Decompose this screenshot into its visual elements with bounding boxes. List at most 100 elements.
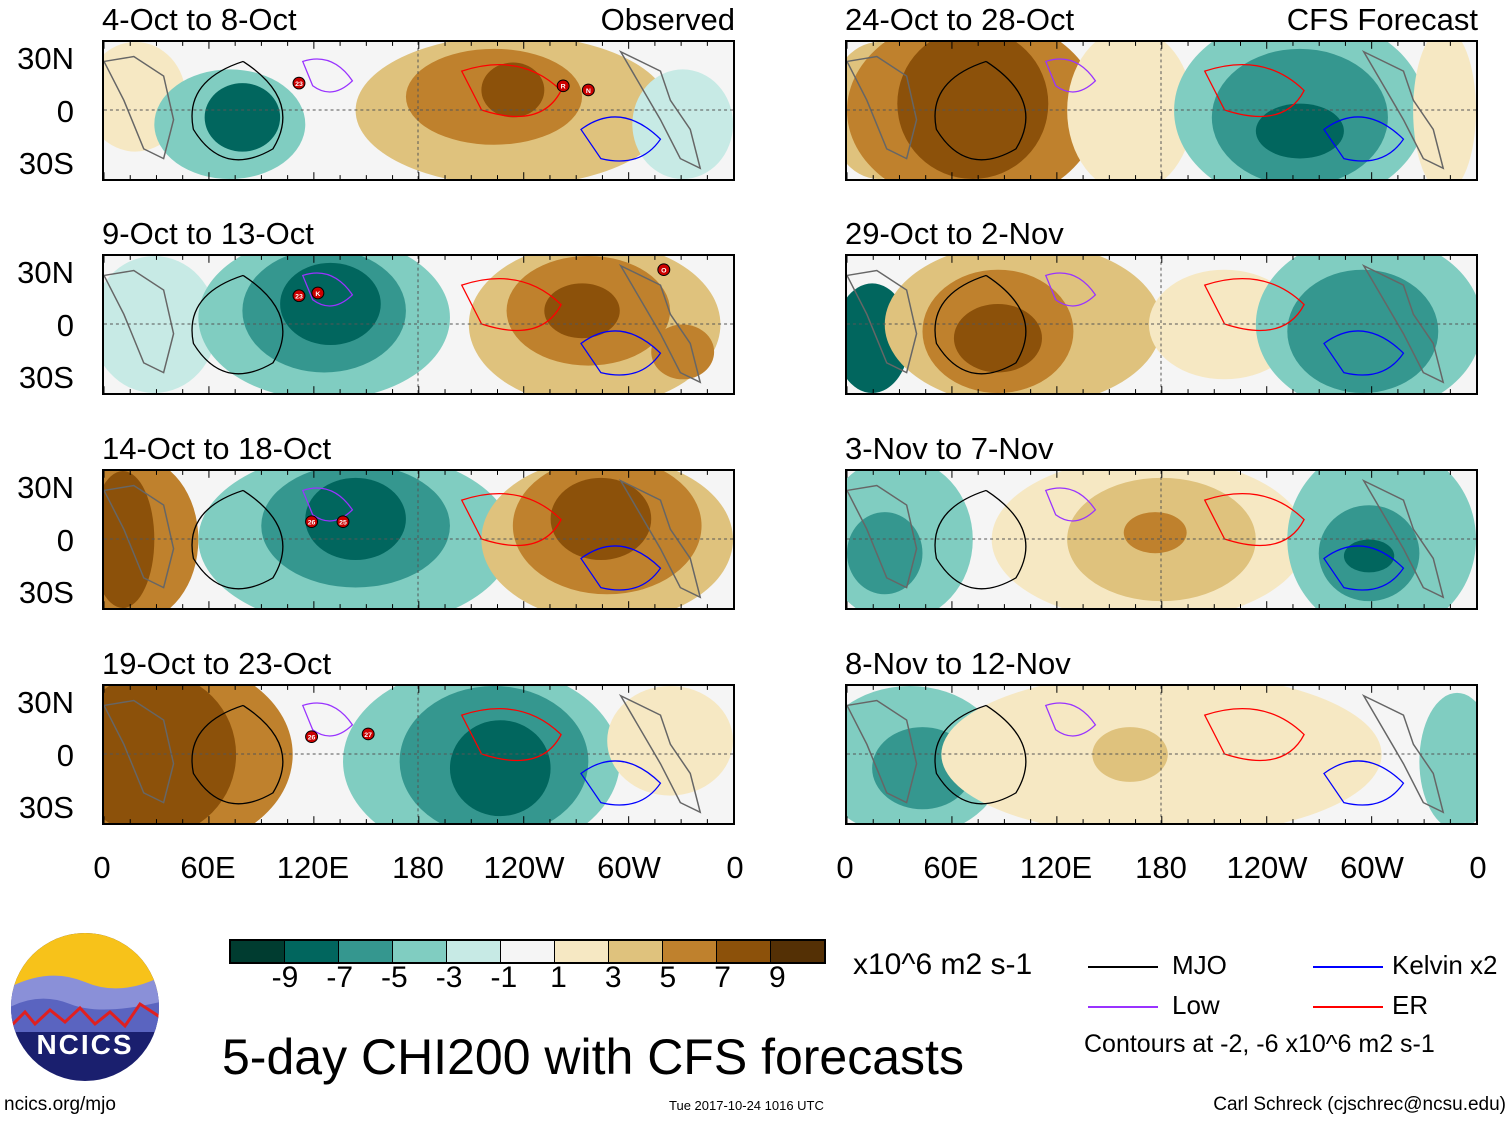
kelvin-contour [580,545,662,591]
legend-label: Low [1172,990,1220,1020]
kelvin-contour [1323,116,1405,162]
contours-note: Contours at -2, -6 x10^6 m2 s-1 [1084,1030,1435,1058]
er-contour [460,493,562,547]
anomaly-region [1123,512,1187,554]
storm-label: 23 [295,81,303,88]
colorbar-swatch [717,941,771,962]
kelvin-contour [1323,545,1405,591]
map-panel [845,684,1478,825]
map-panel: 26 25 [102,469,735,610]
logo-text: NCICS [36,1029,133,1060]
anomaly-region [1419,692,1476,823]
colorbar-label: 7 [714,961,731,994]
lat-label: 30S [18,790,74,825]
colorbar-swatch [501,941,555,962]
lat-label: 30N [17,41,74,76]
mjo-contour [191,704,284,805]
anomaly-region [607,686,733,796]
er-contour [460,708,562,762]
storm-label: K [315,291,320,298]
map-panel: 26 27 [102,684,735,825]
kelvin-contour [580,330,662,376]
low-contour [301,702,354,737]
legend-line-low [1088,1006,1158,1008]
low-contour [301,58,354,93]
er-contour [1203,278,1305,332]
mjo-contour [191,60,284,161]
map-panel [845,254,1478,395]
storm-label: N [586,88,591,95]
mjo-contour [934,60,1027,161]
panel-title: 8-Nov to 12-Nov [845,646,1071,681]
anomaly-region [204,83,281,152]
lon-label: 60W [597,850,661,885]
credit: Carl Schreck (cjschrec@ncsu.edu) [1213,1094,1506,1115]
lon-label: 120E [276,850,350,885]
colorbar-swatch [609,941,663,962]
low-contour [1044,487,1097,522]
colorbar-label: 9 [768,961,786,994]
coastline [847,263,1445,384]
panel-title: 4-Oct to 8-Oct [102,2,297,37]
figure-title: 5-day CHI200 with CFS forecasts [222,1029,964,1085]
low-contour [1044,58,1097,93]
lat-label: 30N [17,685,74,720]
colorbar-swatch [393,941,447,962]
map-panel: 23 K O [102,254,735,395]
mjo-contour [191,274,284,375]
storm-marker [305,515,319,529]
storm-marker [311,286,325,300]
storm-label: 25 [339,520,347,527]
colorbar-label: -3 [435,961,463,994]
lon-label: 120W [483,850,565,885]
storm-marker [556,79,570,93]
er-contour [1203,64,1305,118]
er-contour [1203,493,1305,547]
anomaly-region [1343,539,1395,573]
er-contour [460,278,562,332]
map-panel: 23 R N [102,40,735,181]
colorbar-label: 1 [550,961,567,994]
storm-marker [292,76,306,90]
lon-label: 120E [1019,850,1093,885]
legend-line-er [1313,1006,1383,1008]
coastline [847,478,1445,599]
legend-line-kelvin [1313,966,1383,968]
kelvin-contour [1323,330,1405,376]
panel-title: 19-Oct to 23-Oct [102,646,332,681]
site-url[interactable]: ncics.org/mjo [4,1094,116,1115]
storm-label: R [561,84,566,91]
colorbar-swatch [447,941,501,962]
low-contour [301,272,354,307]
colorbar-label: -9 [271,961,299,994]
kelvin-contour [580,116,662,162]
map-panel [845,469,1478,610]
lon-label: 60E [180,850,236,885]
lon-label: 0 [726,850,744,885]
coastline [104,49,702,170]
storm-label: 26 [308,735,316,742]
kelvin-contour [1323,760,1405,806]
panel-title: 24-Oct to 28-Oct [845,2,1075,37]
low-contour [1044,272,1097,307]
anomaly-region [481,62,545,118]
panel-title: 3-Nov to 7-Nov [845,431,1054,466]
colorbar-label: 3 [604,961,622,994]
lon-label: 60E [923,850,979,885]
anomaly-region [847,512,923,595]
lat-label: 0 [56,94,74,129]
storm-marker [581,83,595,97]
storm-label: 26 [308,520,316,527]
mjo-contour [934,704,1027,805]
lat-label: 0 [56,523,74,558]
legend-label: Kelvin x2 [1392,950,1498,980]
lat-label: 30N [17,255,74,290]
ncics-logo: NCICS [10,932,160,1082]
colorbar-units: x10^6 m2 s-1 [853,948,1033,981]
lat-label: 30N [17,470,74,505]
colorbar-label: -5 [381,961,408,994]
colorbar-label: -1 [490,961,518,994]
storm-label: 23 [295,294,303,301]
coastline [104,263,702,384]
anomaly-region [544,283,620,339]
